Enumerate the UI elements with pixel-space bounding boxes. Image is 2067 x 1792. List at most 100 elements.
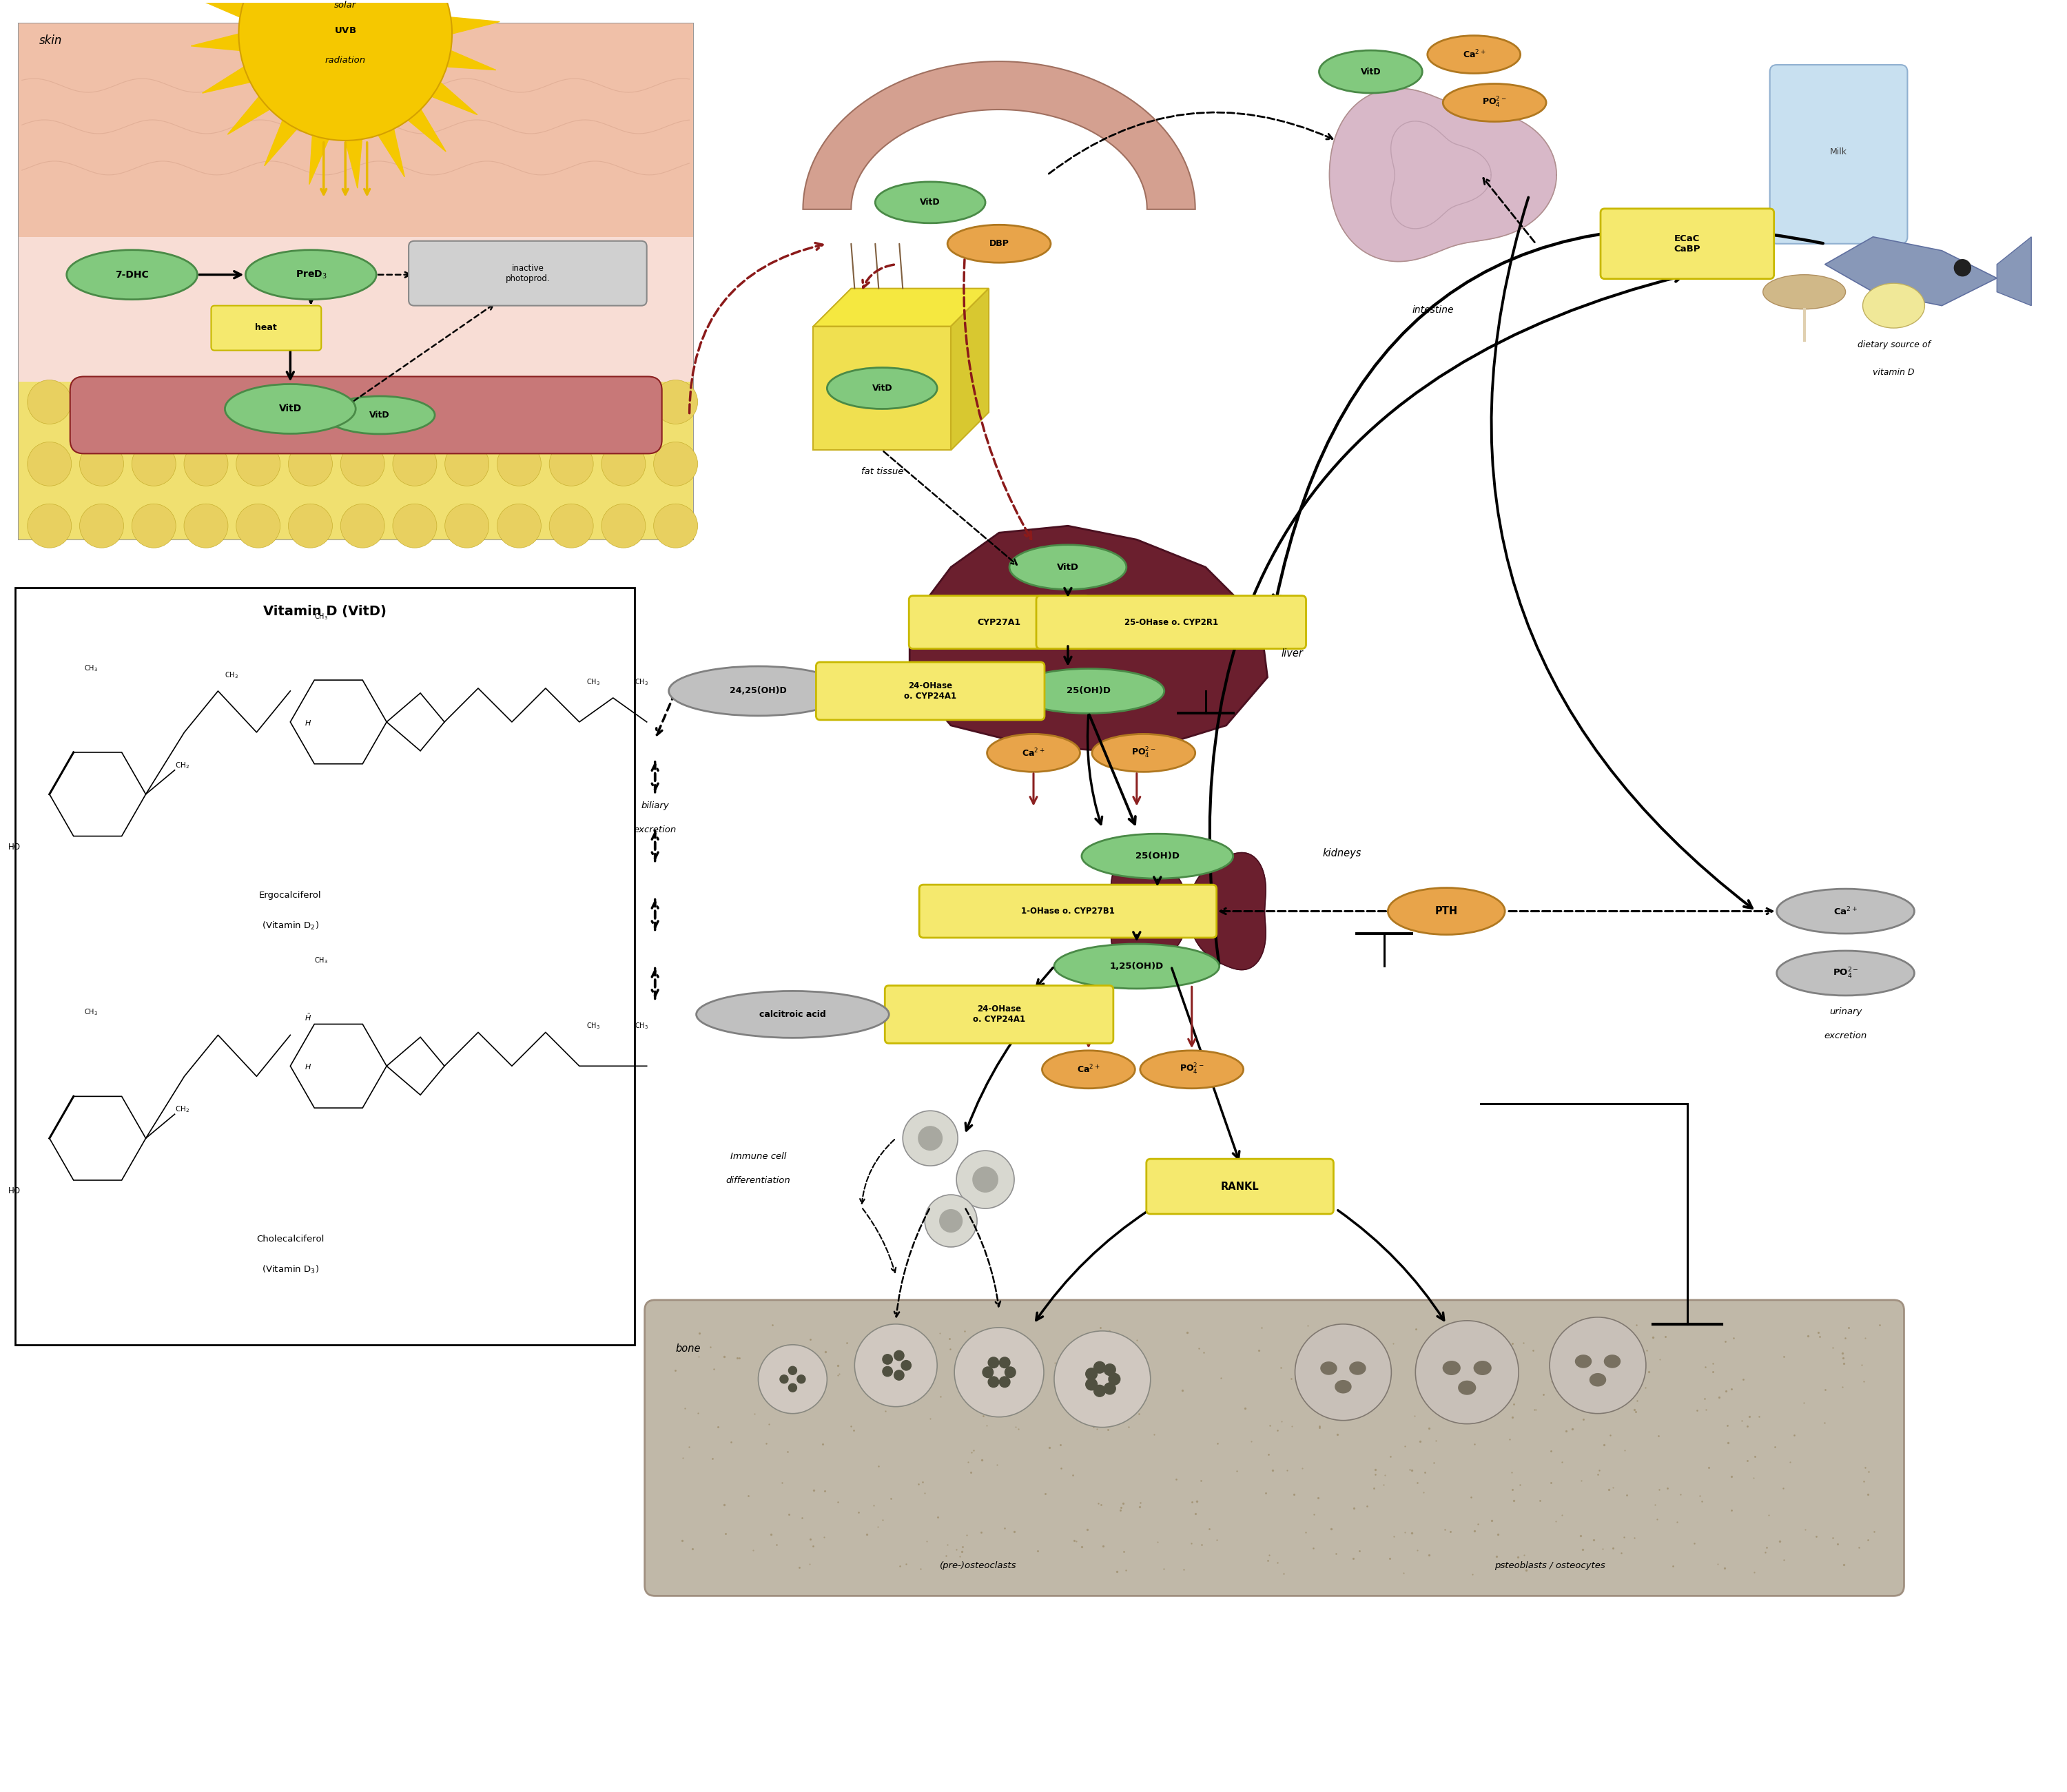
Text: excretion: excretion	[635, 824, 676, 833]
Circle shape	[982, 1367, 994, 1378]
Text: 24-OHase
o. CYP24A1: 24-OHase o. CYP24A1	[974, 1005, 1025, 1023]
Ellipse shape	[1042, 1050, 1135, 1088]
Circle shape	[957, 1150, 1015, 1208]
Polygon shape	[1329, 88, 1556, 262]
Ellipse shape	[1474, 1360, 1492, 1374]
Text: 1-OHase o. CYP27B1: 1-OHase o. CYP27B1	[1021, 907, 1114, 916]
Text: PO$_4^{2-}$: PO$_4^{2-}$	[1482, 95, 1507, 109]
FancyBboxPatch shape	[816, 661, 1044, 720]
Circle shape	[798, 1374, 806, 1383]
Polygon shape	[345, 34, 496, 70]
Text: CH$_3$: CH$_3$	[587, 1021, 599, 1030]
Circle shape	[895, 1371, 903, 1380]
Polygon shape	[1189, 853, 1265, 969]
Ellipse shape	[325, 396, 434, 434]
Text: liver: liver	[1282, 649, 1302, 659]
Circle shape	[653, 380, 699, 425]
Polygon shape	[244, 0, 345, 34]
Circle shape	[601, 380, 645, 425]
Text: CYP27A1: CYP27A1	[978, 618, 1021, 627]
Text: VitD: VitD	[370, 410, 391, 419]
Polygon shape	[951, 289, 988, 450]
Text: HO: HO	[8, 842, 21, 851]
Polygon shape	[1997, 237, 2032, 306]
Ellipse shape	[1009, 545, 1127, 590]
Text: kidneys: kidneys	[1323, 848, 1362, 858]
Polygon shape	[345, 18, 500, 34]
Circle shape	[132, 504, 176, 548]
Circle shape	[550, 504, 593, 548]
FancyBboxPatch shape	[19, 23, 692, 539]
Text: excretion: excretion	[1823, 1032, 1867, 1041]
Text: PO$_4^{2-}$: PO$_4^{2-}$	[1131, 745, 1155, 760]
Circle shape	[1416, 1321, 1519, 1425]
Text: fat tissue: fat tissue	[862, 468, 903, 477]
Circle shape	[184, 443, 227, 486]
Ellipse shape	[1763, 274, 1846, 308]
Circle shape	[238, 0, 453, 140]
Circle shape	[27, 504, 72, 548]
Text: Ca$^{2+}$: Ca$^{2+}$	[1077, 1064, 1100, 1075]
Circle shape	[988, 1357, 998, 1367]
Circle shape	[496, 380, 542, 425]
Circle shape	[1085, 1378, 1098, 1391]
Circle shape	[1296, 1324, 1391, 1421]
FancyBboxPatch shape	[70, 376, 661, 453]
Text: 25-OHase o. CYP2R1: 25-OHase o. CYP2R1	[1124, 618, 1217, 627]
Ellipse shape	[947, 224, 1050, 263]
Ellipse shape	[1443, 1360, 1461, 1374]
Text: dietary source of: dietary source of	[1858, 340, 1931, 349]
Circle shape	[287, 380, 333, 425]
Text: CH$_2$: CH$_2$	[176, 760, 190, 771]
Text: biliary: biliary	[641, 801, 670, 810]
Text: intestine: intestine	[1412, 305, 1453, 315]
Circle shape	[1005, 1367, 1015, 1378]
Ellipse shape	[670, 667, 847, 715]
Circle shape	[895, 1351, 903, 1360]
FancyBboxPatch shape	[211, 306, 320, 351]
FancyBboxPatch shape	[1147, 1159, 1333, 1213]
Circle shape	[788, 1366, 796, 1374]
Text: DBP: DBP	[990, 240, 1009, 249]
Text: Ca$^{2+}$: Ca$^{2+}$	[1463, 48, 1486, 61]
Text: CH$_3$: CH$_3$	[635, 677, 649, 686]
Polygon shape	[345, 34, 362, 188]
Circle shape	[938, 1210, 963, 1233]
Circle shape	[1104, 1364, 1116, 1376]
Ellipse shape	[1319, 50, 1422, 93]
Text: heat: heat	[254, 323, 277, 332]
Text: skin: skin	[39, 34, 62, 47]
FancyBboxPatch shape	[1769, 65, 1908, 244]
Polygon shape	[329, 0, 345, 34]
Circle shape	[998, 1376, 1011, 1387]
Text: CH$_3$: CH$_3$	[85, 1007, 97, 1018]
Polygon shape	[19, 382, 692, 539]
Circle shape	[955, 1328, 1044, 1417]
Text: VitD: VitD	[1360, 68, 1381, 77]
Circle shape	[444, 504, 490, 548]
Ellipse shape	[1081, 833, 1234, 878]
Text: VitD: VitD	[1056, 563, 1079, 572]
Polygon shape	[1110, 853, 1189, 969]
Text: CH$_3$: CH$_3$	[85, 663, 97, 674]
Ellipse shape	[827, 367, 936, 409]
Circle shape	[184, 380, 227, 425]
Polygon shape	[285, 0, 345, 34]
Circle shape	[81, 504, 124, 548]
FancyBboxPatch shape	[920, 885, 1217, 937]
Circle shape	[854, 1324, 936, 1407]
Polygon shape	[345, 0, 488, 34]
FancyBboxPatch shape	[409, 240, 647, 306]
Circle shape	[496, 443, 542, 486]
Circle shape	[883, 1355, 893, 1364]
Text: Immune cell: Immune cell	[730, 1152, 785, 1161]
Text: 25(OH)D: 25(OH)D	[1135, 851, 1180, 860]
Text: VitD: VitD	[279, 403, 302, 414]
Text: differentiation: differentiation	[726, 1176, 790, 1185]
Ellipse shape	[1428, 36, 1521, 73]
Polygon shape	[227, 34, 345, 134]
Polygon shape	[812, 289, 988, 326]
Circle shape	[393, 380, 436, 425]
Circle shape	[1085, 1367, 1098, 1380]
Circle shape	[550, 380, 593, 425]
